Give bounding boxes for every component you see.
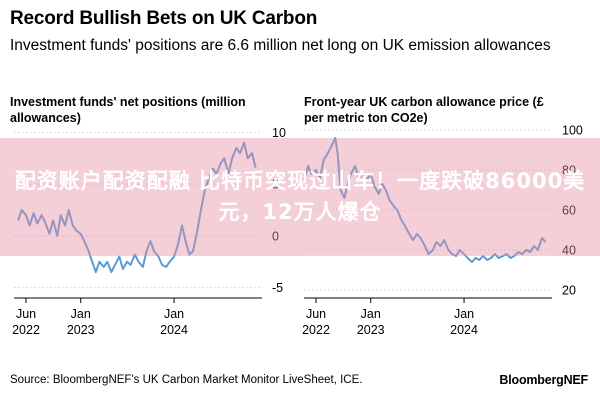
x-tick-label: Jun (16, 307, 36, 321)
overlay-banner-text: 配资账户配资配融 比特币突现过山车！一度跌破86000美元，12万人爆仓 (14, 169, 586, 224)
y-tick-label: 60 (562, 204, 576, 218)
y-tick-label: 0 (272, 229, 279, 243)
series-line (303, 137, 547, 263)
source-note: Source: BloombergNEF's UK Carbon Market … (10, 374, 363, 386)
overlay-banner: 配资账户配资配融 比特币突现过山车！一度跌破86000美元，12万人爆仓 (0, 138, 600, 256)
left-chart-net-positions: 10 5 0 -5 Jun 2022 Jan 2023 Jan 2024 (12, 126, 286, 337)
chart-title: Record Bullish Bets on UK Carbon (10, 8, 318, 29)
x-tick-label: Jan (454, 307, 474, 321)
y-tick-label: -5 (272, 281, 283, 295)
y-tick-label: 20 (562, 284, 576, 298)
x-tick-label: 2023 (357, 323, 385, 337)
y-tick-label: 5 (272, 178, 279, 192)
chart-subtitle: Investment funds' positions are 6.6 mill… (10, 37, 551, 54)
x-tick-label: 2024 (450, 323, 478, 337)
y-tick-label: 100 (562, 124, 583, 138)
right-panel-title: Front-year UK carbon allowance price (£ … (304, 95, 544, 125)
x-tick-label: Jun (306, 307, 326, 321)
y-tick-label: 40 (562, 244, 576, 258)
x-tick-label: Jan (71, 307, 91, 321)
x-tick-label: 2023 (67, 323, 95, 337)
x-tick-label: Jan (361, 307, 381, 321)
y-tick-label: 80 (562, 164, 576, 178)
x-tick-label: 2022 (302, 323, 330, 337)
left-panel-title: Investment funds' net positions (million… (10, 95, 246, 125)
x-tick-label: 2022 (12, 323, 40, 337)
x-tick-label: Jan (164, 307, 184, 321)
y-tick-label: 10 (272, 126, 286, 140)
brand-logo: BloombergNEF (499, 373, 588, 387)
series-line (17, 141, 257, 274)
x-tick-label: 2024 (160, 323, 188, 337)
right-chart-allowance-price: 100 80 60 40 20 Jun 2022 Jan 2023 Jan 2024 (302, 124, 583, 338)
